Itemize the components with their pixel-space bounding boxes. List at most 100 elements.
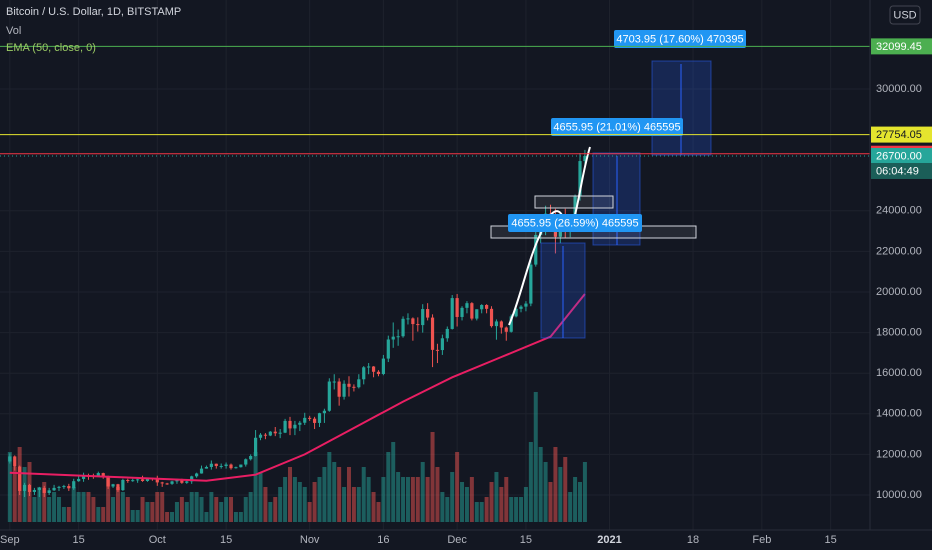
- candle-body: [308, 417, 312, 419]
- volume-bar: [499, 487, 504, 522]
- candle-body: [263, 434, 268, 436]
- volume-bar: [52, 492, 57, 522]
- candle-body: [106, 476, 110, 487]
- volume-bar: [214, 497, 219, 522]
- volume-bar: [76, 492, 81, 522]
- volume-bar: [219, 502, 224, 522]
- y-tick-label: 22000.00: [876, 245, 922, 257]
- volume-bar: [327, 452, 332, 522]
- candle-body: [27, 484, 32, 492]
- candle-body: [101, 473, 105, 477]
- candle-body: [327, 381, 331, 411]
- candle-body: [258, 434, 263, 438]
- candle-body: [371, 366, 376, 372]
- candle-body: [253, 437, 258, 457]
- price-axis: [870, 0, 932, 550]
- volume-bar: [125, 497, 130, 522]
- volume-bar: [312, 482, 317, 522]
- volume-bar: [61, 507, 66, 522]
- candle-body: [367, 366, 371, 368]
- candle-body: [62, 486, 66, 488]
- candle-body: [465, 303, 469, 308]
- volume-bar: [430, 432, 435, 522]
- volume-bar: [111, 497, 116, 522]
- volume-bar: [396, 472, 401, 522]
- candle-body: [209, 463, 213, 467]
- volume-bar: [415, 477, 420, 522]
- candle-body: [111, 484, 115, 487]
- volume-bar: [184, 502, 189, 522]
- volume-bar: [155, 492, 160, 522]
- volume-bar: [209, 492, 214, 522]
- candle-body: [450, 298, 454, 329]
- candle-body: [165, 483, 169, 485]
- candle-body: [534, 234, 538, 265]
- y-tick-label: 20000.00: [876, 286, 922, 298]
- volume-bar: [120, 492, 125, 522]
- candle-body: [396, 336, 400, 338]
- candle-body: [67, 486, 71, 489]
- volume-bar: [91, 497, 96, 522]
- x-tick-label: Sep: [0, 534, 20, 546]
- candle-body: [136, 479, 140, 481]
- ema-line: [9, 293, 586, 482]
- candle-body: [18, 466, 22, 491]
- volume-bar: [366, 477, 371, 522]
- volume-bar: [519, 497, 524, 522]
- volume-bar: [179, 497, 184, 522]
- annotation-box: [508, 214, 642, 232]
- volume-bar: [174, 502, 179, 522]
- volume-bar: [543, 462, 548, 522]
- volume-bar: [81, 492, 86, 522]
- volume-bar: [464, 487, 469, 522]
- currency-button[interactable]: [889, 5, 921, 25]
- volume-bar: [578, 482, 582, 522]
- candle-body: [347, 383, 351, 387]
- volume-bar: [238, 512, 243, 522]
- rectangle[interactable]: [534, 195, 614, 209]
- last-price-label-box: [871, 147, 932, 164]
- x-tick-label: Dec: [447, 534, 467, 546]
- x-tick-label: 15: [73, 534, 85, 546]
- volume-bar: [381, 477, 386, 522]
- candle-body: [332, 381, 336, 383]
- candle-body: [514, 308, 518, 317]
- volume-bar: [297, 482, 302, 522]
- candle-body: [489, 308, 494, 327]
- volume-bar: [342, 487, 347, 522]
- level-label: 32099.45: [876, 41, 922, 53]
- candle-body: [224, 464, 228, 466]
- volume-bar: [32, 497, 37, 522]
- candle-body: [160, 482, 164, 484]
- annotation: 4655.95 (26.59%) 465595: [511, 217, 638, 229]
- volume-bar: [273, 497, 278, 522]
- volume-bar: [361, 467, 366, 522]
- volume-bar: [548, 482, 553, 522]
- volume-bar: [233, 512, 238, 522]
- candle-body: [583, 155, 587, 162]
- candle-body: [190, 476, 194, 482]
- candle-body: [475, 309, 479, 319]
- volume-bar: [37, 487, 42, 522]
- volume-bar: [150, 502, 155, 522]
- volume-bar: [332, 462, 337, 522]
- candle-body: [180, 478, 184, 483]
- candle-body: [430, 317, 435, 350]
- volume-bar: [258, 472, 263, 522]
- candle-body: [342, 383, 346, 397]
- volume-bar: [582, 462, 587, 522]
- candle-body: [140, 479, 145, 481]
- volume-bar: [317, 477, 322, 522]
- candle-body: [362, 367, 366, 380]
- volume-bar: [523, 487, 528, 522]
- volume-bar: [538, 447, 543, 522]
- candle-body: [57, 486, 61, 488]
- volume-bar: [86, 492, 91, 522]
- candle-body: [126, 479, 130, 481]
- volume-bar: [307, 502, 312, 522]
- volume-bar: [425, 477, 430, 522]
- last-price-label: 26700.00: [876, 150, 922, 162]
- volume-bar: [204, 512, 209, 522]
